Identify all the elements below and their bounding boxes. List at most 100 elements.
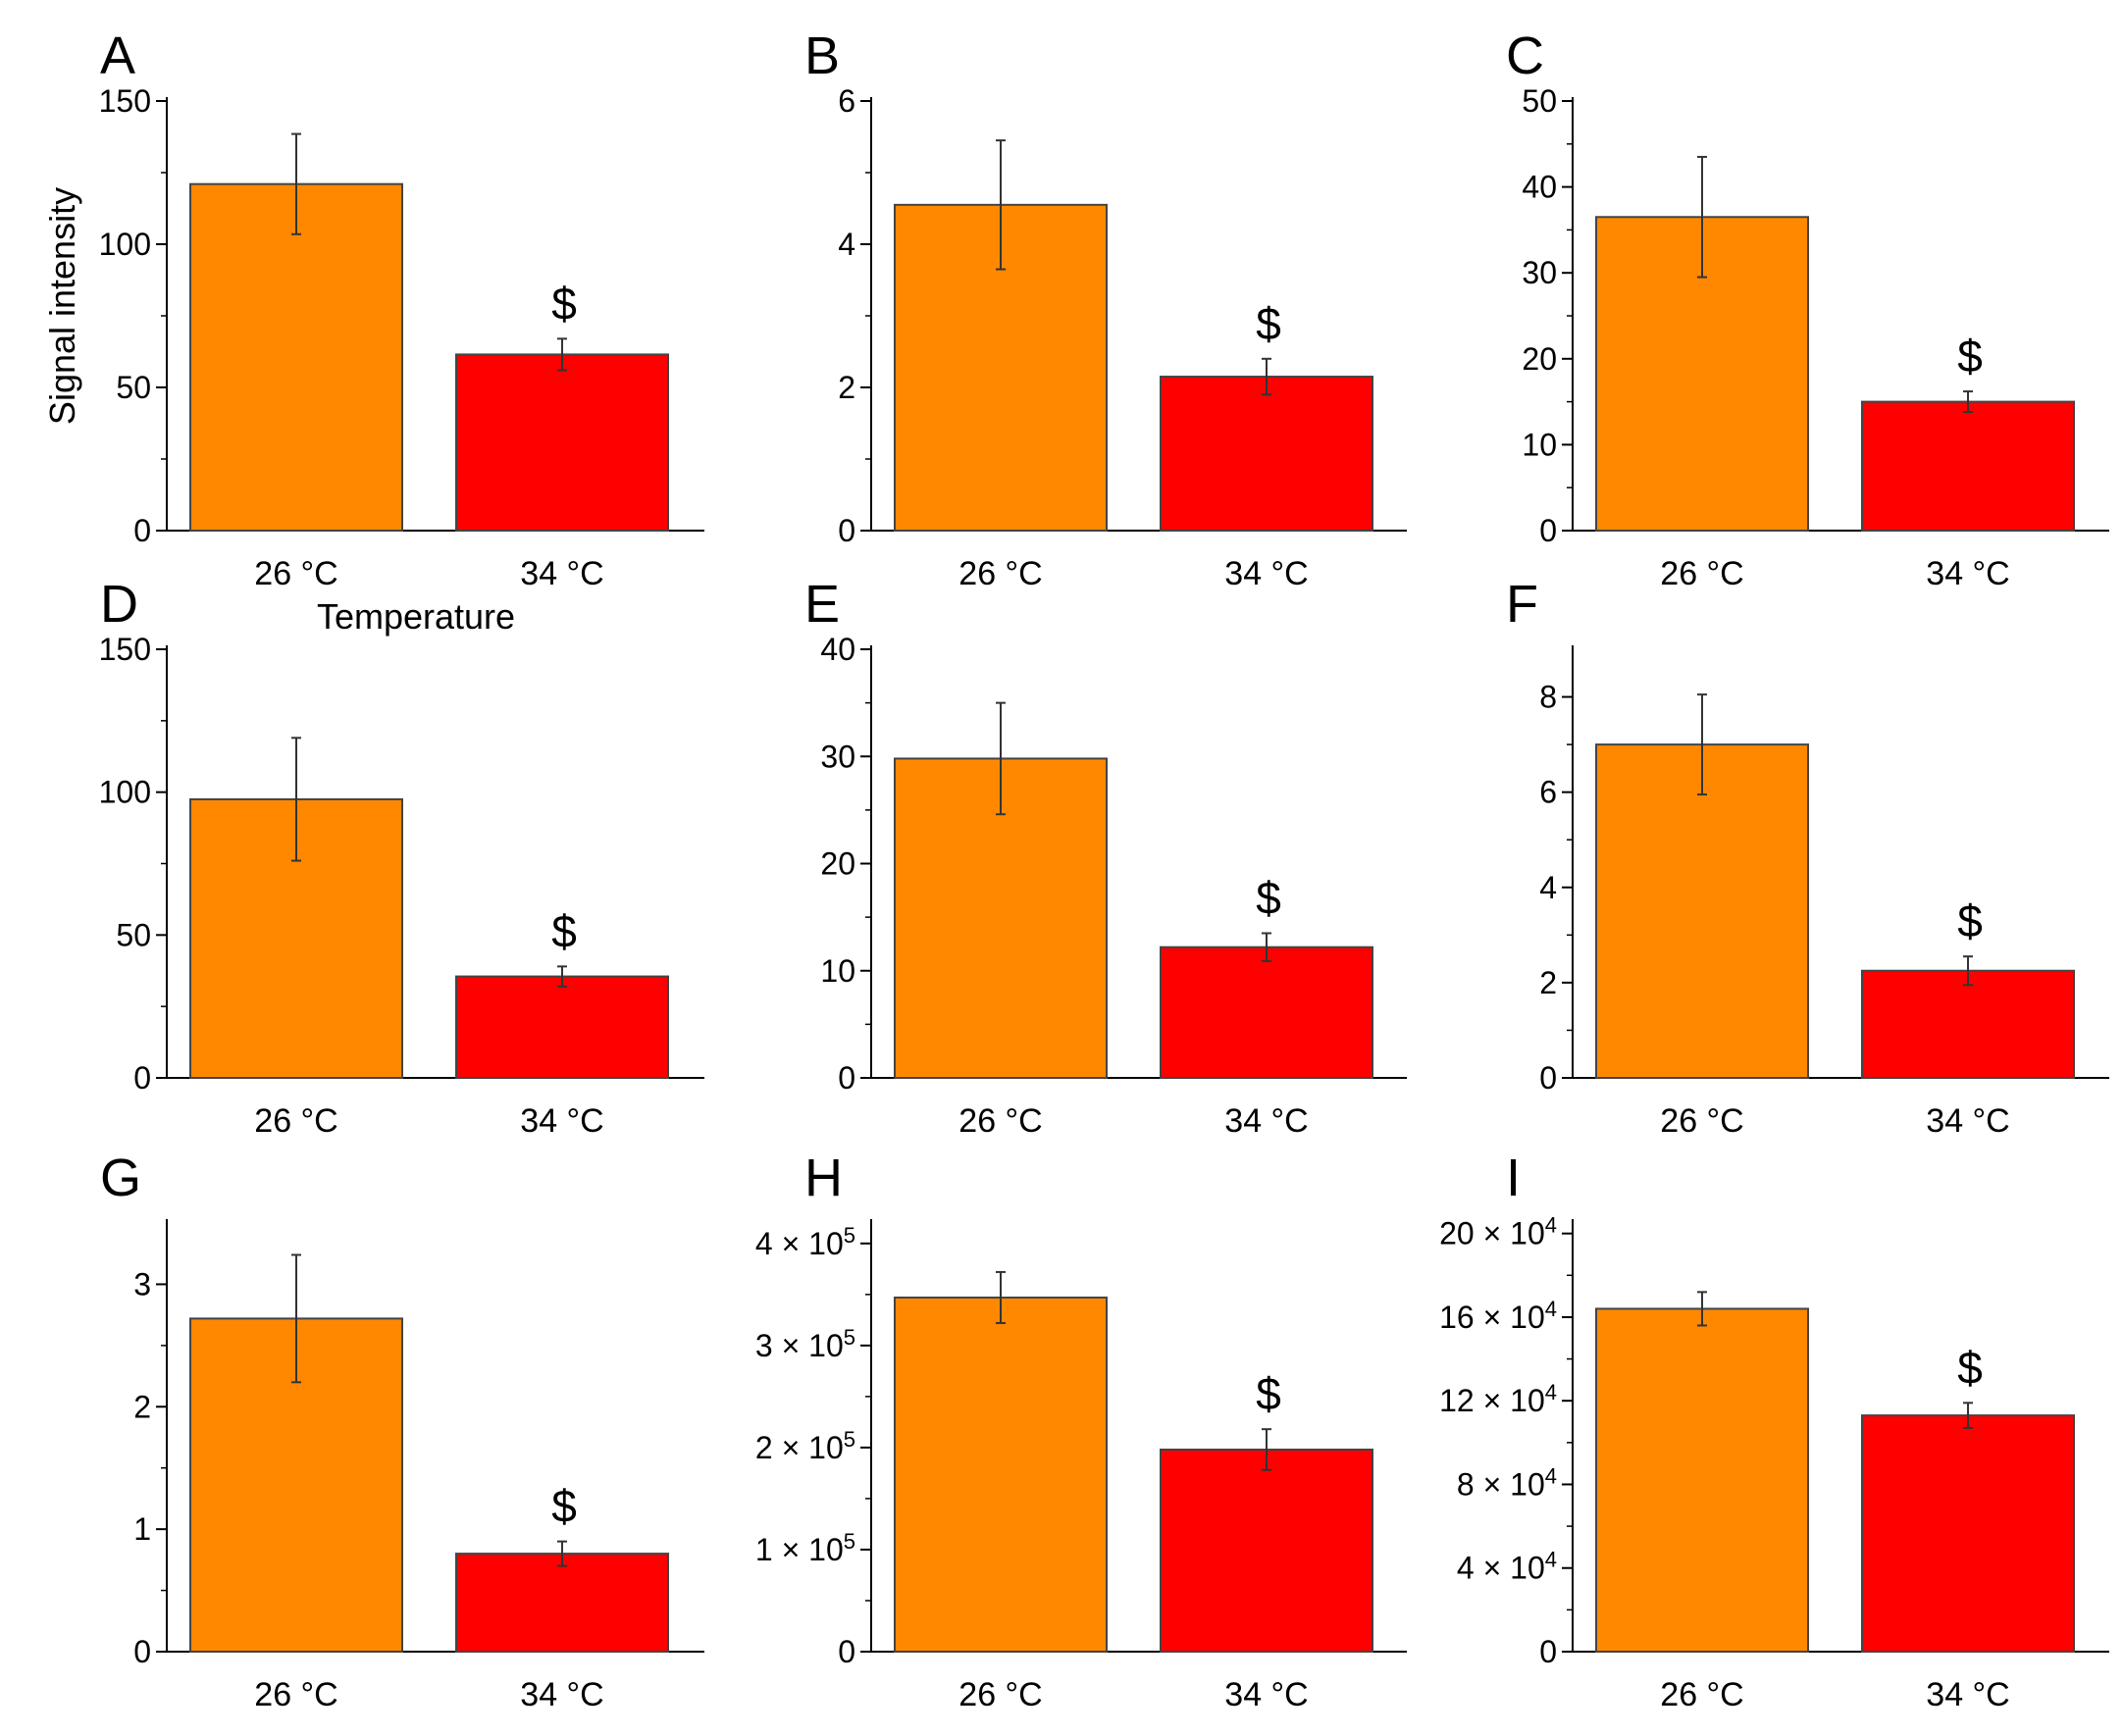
category-label: 34 °C: [1926, 1102, 2009, 1140]
category-label: 26 °C: [1660, 1676, 1743, 1713]
y-tick-label: 4: [1539, 870, 1557, 905]
category-label: 34 °C: [1224, 1102, 1308, 1140]
panel-h: H 0 1 × 105 2 × 105 3 × 105 4 × 105 26 °C 34 °C…: [755, 1149, 1407, 1713]
y-tick-label: 0: [838, 513, 855, 548]
panel-f: F 0 2 4 6 8 26 °C 34 °C $: [1506, 575, 2109, 1140]
category-label: 26 °C: [1660, 555, 1743, 592]
y-tick-label: 40: [820, 632, 855, 667]
panel-a: A 0 50 100 150 26 °C 34 °C $ Signal intensity Tem…: [42, 26, 704, 637]
y-tick-label: 1 × 105: [755, 1529, 855, 1567]
y-tick-label: 16 × 104: [1439, 1297, 1557, 1335]
panel-label: C: [1506, 26, 1544, 85]
category-label: 26 °C: [1660, 1102, 1743, 1140]
significance-marker: $: [1957, 1342, 1983, 1393]
y-tick-label: 0: [838, 1634, 855, 1669]
y-tick-label: 20 × 104: [1439, 1213, 1557, 1251]
panel-label: F: [1506, 575, 1538, 634]
y-tick-label: 2 × 105: [755, 1427, 855, 1465]
y-tick-label: 0: [133, 1634, 151, 1669]
y-tick-label: 100: [99, 227, 151, 262]
y-tick-label: 8 × 104: [1457, 1463, 1557, 1502]
category-label: 26 °C: [958, 555, 1042, 592]
bar-26c: [1595, 743, 1809, 1079]
category-label: 26 °C: [958, 1676, 1042, 1713]
y-tick-label: 3 × 105: [755, 1325, 855, 1363]
y-tick-label: 12 × 104: [1439, 1380, 1557, 1418]
bar-34c: [455, 353, 669, 533]
category-label: 34 °C: [1926, 1676, 2009, 1713]
category-label: 34 °C: [1224, 1676, 1308, 1713]
y-tick-label: 10: [820, 953, 855, 989]
panel-label: A: [100, 26, 135, 85]
panel-label: E: [804, 575, 840, 634]
category-label: 34 °C: [1926, 555, 2009, 592]
y-tick-label: 3: [133, 1266, 151, 1302]
y-tick-label: 100: [99, 775, 151, 810]
bar-26c: [189, 182, 403, 532]
significance-marker: $: [1256, 1368, 1281, 1419]
significance-marker: $: [551, 1481, 577, 1532]
panel-b: B 0 2 4 6 26 °C 34 °C $: [804, 26, 1407, 592]
y-tick-label: 50: [116, 370, 151, 405]
significance-marker: $: [551, 905, 577, 956]
panel-label: H: [804, 1149, 843, 1207]
x-axis-title: Temperature: [317, 596, 515, 637]
y-tick-label: 2: [838, 370, 855, 405]
y-tick-label: 2: [133, 1389, 151, 1424]
bar-34c: [1861, 1414, 2075, 1653]
panel-g: G 0 1 2 3 26 °C 34 °C $: [100, 1149, 704, 1713]
y-tick-label: 6: [1539, 775, 1557, 810]
category-label: 26 °C: [254, 1676, 337, 1713]
bar-34c: [1861, 400, 2075, 532]
y-tick-label: 0: [1539, 1634, 1557, 1669]
y-tick-label: 50: [1522, 83, 1557, 119]
bar-34c: [455, 1553, 669, 1653]
y-tick-label: 0: [1539, 513, 1557, 548]
y-tick-label: 150: [99, 632, 151, 667]
y-tick-label: 20: [820, 846, 855, 882]
significance-marker: $: [551, 278, 577, 329]
y-tick-label: 6: [838, 83, 855, 119]
panel-label: I: [1506, 1149, 1521, 1207]
category-label: 26 °C: [958, 1102, 1042, 1140]
y-tick-label: 50: [116, 917, 151, 952]
category-label: 34 °C: [1224, 555, 1308, 592]
y-tick-label: 8: [1539, 680, 1557, 715]
significance-marker: $: [1957, 895, 1983, 946]
panel-label: D: [100, 575, 138, 634]
significance-marker: $: [1957, 331, 1983, 382]
bar-26c: [1595, 1307, 1809, 1654]
bar-34c: [455, 975, 669, 1079]
y-tick-label: 0: [133, 1060, 151, 1096]
category-label: 34 °C: [520, 1676, 603, 1713]
significance-marker: $: [1256, 298, 1281, 349]
y-tick-label: 150: [99, 83, 151, 119]
category-label: 26 °C: [254, 1102, 337, 1140]
y-tick-label: 0: [1539, 1060, 1557, 1096]
panel-d: D 0 50 100 150 26 °C 34 °C $: [99, 575, 704, 1140]
y-tick-label: 40: [1522, 170, 1557, 205]
panel-label: B: [804, 26, 840, 85]
panel-label: G: [100, 1149, 141, 1207]
y-tick-label: 30: [820, 739, 855, 774]
y-tick-label: 1: [133, 1511, 151, 1547]
category-label: 34 °C: [520, 1102, 603, 1140]
y-tick-label: 10: [1522, 427, 1557, 462]
panel-c: C 0 10 20 30 40 50 26 °C 34 °C $: [1506, 26, 2109, 592]
bar-34c: [1861, 969, 2075, 1079]
y-tick-label: 4: [838, 227, 855, 262]
y-tick-label: 30: [1522, 255, 1557, 290]
y-tick-label: 2: [1539, 965, 1557, 1000]
category-label: 26 °C: [254, 555, 337, 592]
y-tick-label: 0: [838, 1060, 855, 1096]
category-label: 34 °C: [520, 555, 603, 592]
bar-26c: [894, 1296, 1108, 1653]
bar-34c: [1160, 1448, 1373, 1653]
significance-marker: $: [1256, 873, 1281, 924]
y-tick-label: 4 × 104: [1457, 1548, 1557, 1586]
bar-34c: [1160, 376, 1373, 532]
panel-i: I 0 4 × 104 8 × 104 12 × 104 16 × 104 20 × 104…: [1439, 1149, 2109, 1713]
y-tick-label: 4 × 105: [755, 1223, 855, 1261]
bar-34c: [1160, 945, 1373, 1080]
